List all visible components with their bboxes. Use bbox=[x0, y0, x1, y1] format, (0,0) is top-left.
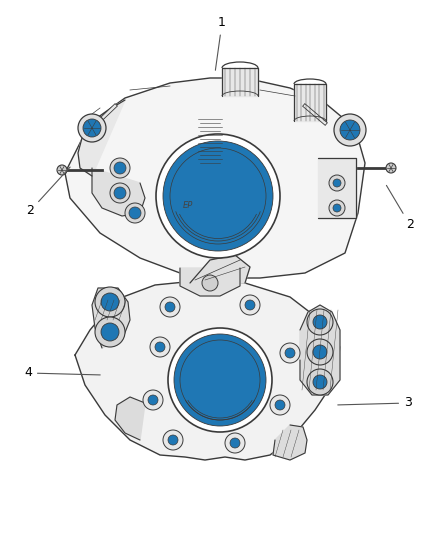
Circle shape bbox=[285, 348, 295, 358]
Circle shape bbox=[270, 395, 290, 415]
Circle shape bbox=[170, 148, 266, 244]
Circle shape bbox=[240, 295, 260, 315]
Polygon shape bbox=[222, 68, 258, 96]
Circle shape bbox=[307, 339, 333, 365]
Circle shape bbox=[155, 342, 165, 352]
Polygon shape bbox=[294, 84, 326, 121]
Text: EP: EP bbox=[183, 201, 193, 211]
Text: 3: 3 bbox=[338, 397, 412, 409]
Circle shape bbox=[95, 317, 125, 347]
Text: 1: 1 bbox=[215, 17, 226, 70]
Circle shape bbox=[313, 375, 327, 389]
Circle shape bbox=[334, 114, 366, 146]
Polygon shape bbox=[78, 100, 125, 176]
Circle shape bbox=[110, 183, 130, 203]
Circle shape bbox=[180, 340, 260, 420]
Circle shape bbox=[386, 163, 396, 173]
Circle shape bbox=[340, 120, 360, 140]
Circle shape bbox=[101, 293, 119, 311]
Circle shape bbox=[114, 162, 126, 174]
Circle shape bbox=[225, 433, 245, 453]
Circle shape bbox=[110, 158, 130, 178]
Circle shape bbox=[307, 309, 333, 335]
Text: 4: 4 bbox=[24, 367, 100, 379]
Circle shape bbox=[125, 203, 145, 223]
Circle shape bbox=[230, 438, 240, 448]
Circle shape bbox=[156, 134, 280, 258]
Polygon shape bbox=[75, 280, 340, 460]
Circle shape bbox=[280, 343, 300, 363]
Circle shape bbox=[83, 119, 101, 137]
Text: 2: 2 bbox=[26, 167, 70, 217]
Circle shape bbox=[160, 297, 180, 317]
Circle shape bbox=[245, 300, 255, 310]
Circle shape bbox=[333, 179, 341, 187]
Circle shape bbox=[333, 204, 341, 212]
Polygon shape bbox=[318, 158, 356, 218]
Circle shape bbox=[163, 430, 183, 450]
Circle shape bbox=[174, 334, 266, 426]
Circle shape bbox=[313, 315, 327, 329]
Circle shape bbox=[143, 390, 163, 410]
Circle shape bbox=[168, 435, 178, 445]
Polygon shape bbox=[180, 268, 240, 296]
Circle shape bbox=[101, 323, 119, 341]
Circle shape bbox=[165, 302, 175, 312]
Circle shape bbox=[148, 395, 158, 405]
Circle shape bbox=[307, 369, 333, 395]
Polygon shape bbox=[92, 168, 145, 216]
Circle shape bbox=[150, 337, 170, 357]
Circle shape bbox=[275, 400, 285, 410]
Polygon shape bbox=[300, 305, 340, 395]
Text: 2: 2 bbox=[386, 185, 414, 231]
Circle shape bbox=[163, 141, 273, 251]
Circle shape bbox=[129, 207, 141, 219]
Circle shape bbox=[168, 328, 272, 432]
Circle shape bbox=[95, 287, 125, 317]
Polygon shape bbox=[115, 397, 145, 440]
Circle shape bbox=[78, 114, 106, 142]
Circle shape bbox=[329, 175, 345, 191]
Polygon shape bbox=[190, 255, 250, 283]
Circle shape bbox=[114, 187, 126, 199]
Polygon shape bbox=[65, 78, 365, 278]
Circle shape bbox=[57, 165, 67, 175]
Polygon shape bbox=[273, 425, 307, 460]
Circle shape bbox=[202, 275, 218, 291]
Circle shape bbox=[329, 200, 345, 216]
Polygon shape bbox=[92, 288, 130, 348]
Circle shape bbox=[313, 345, 327, 359]
